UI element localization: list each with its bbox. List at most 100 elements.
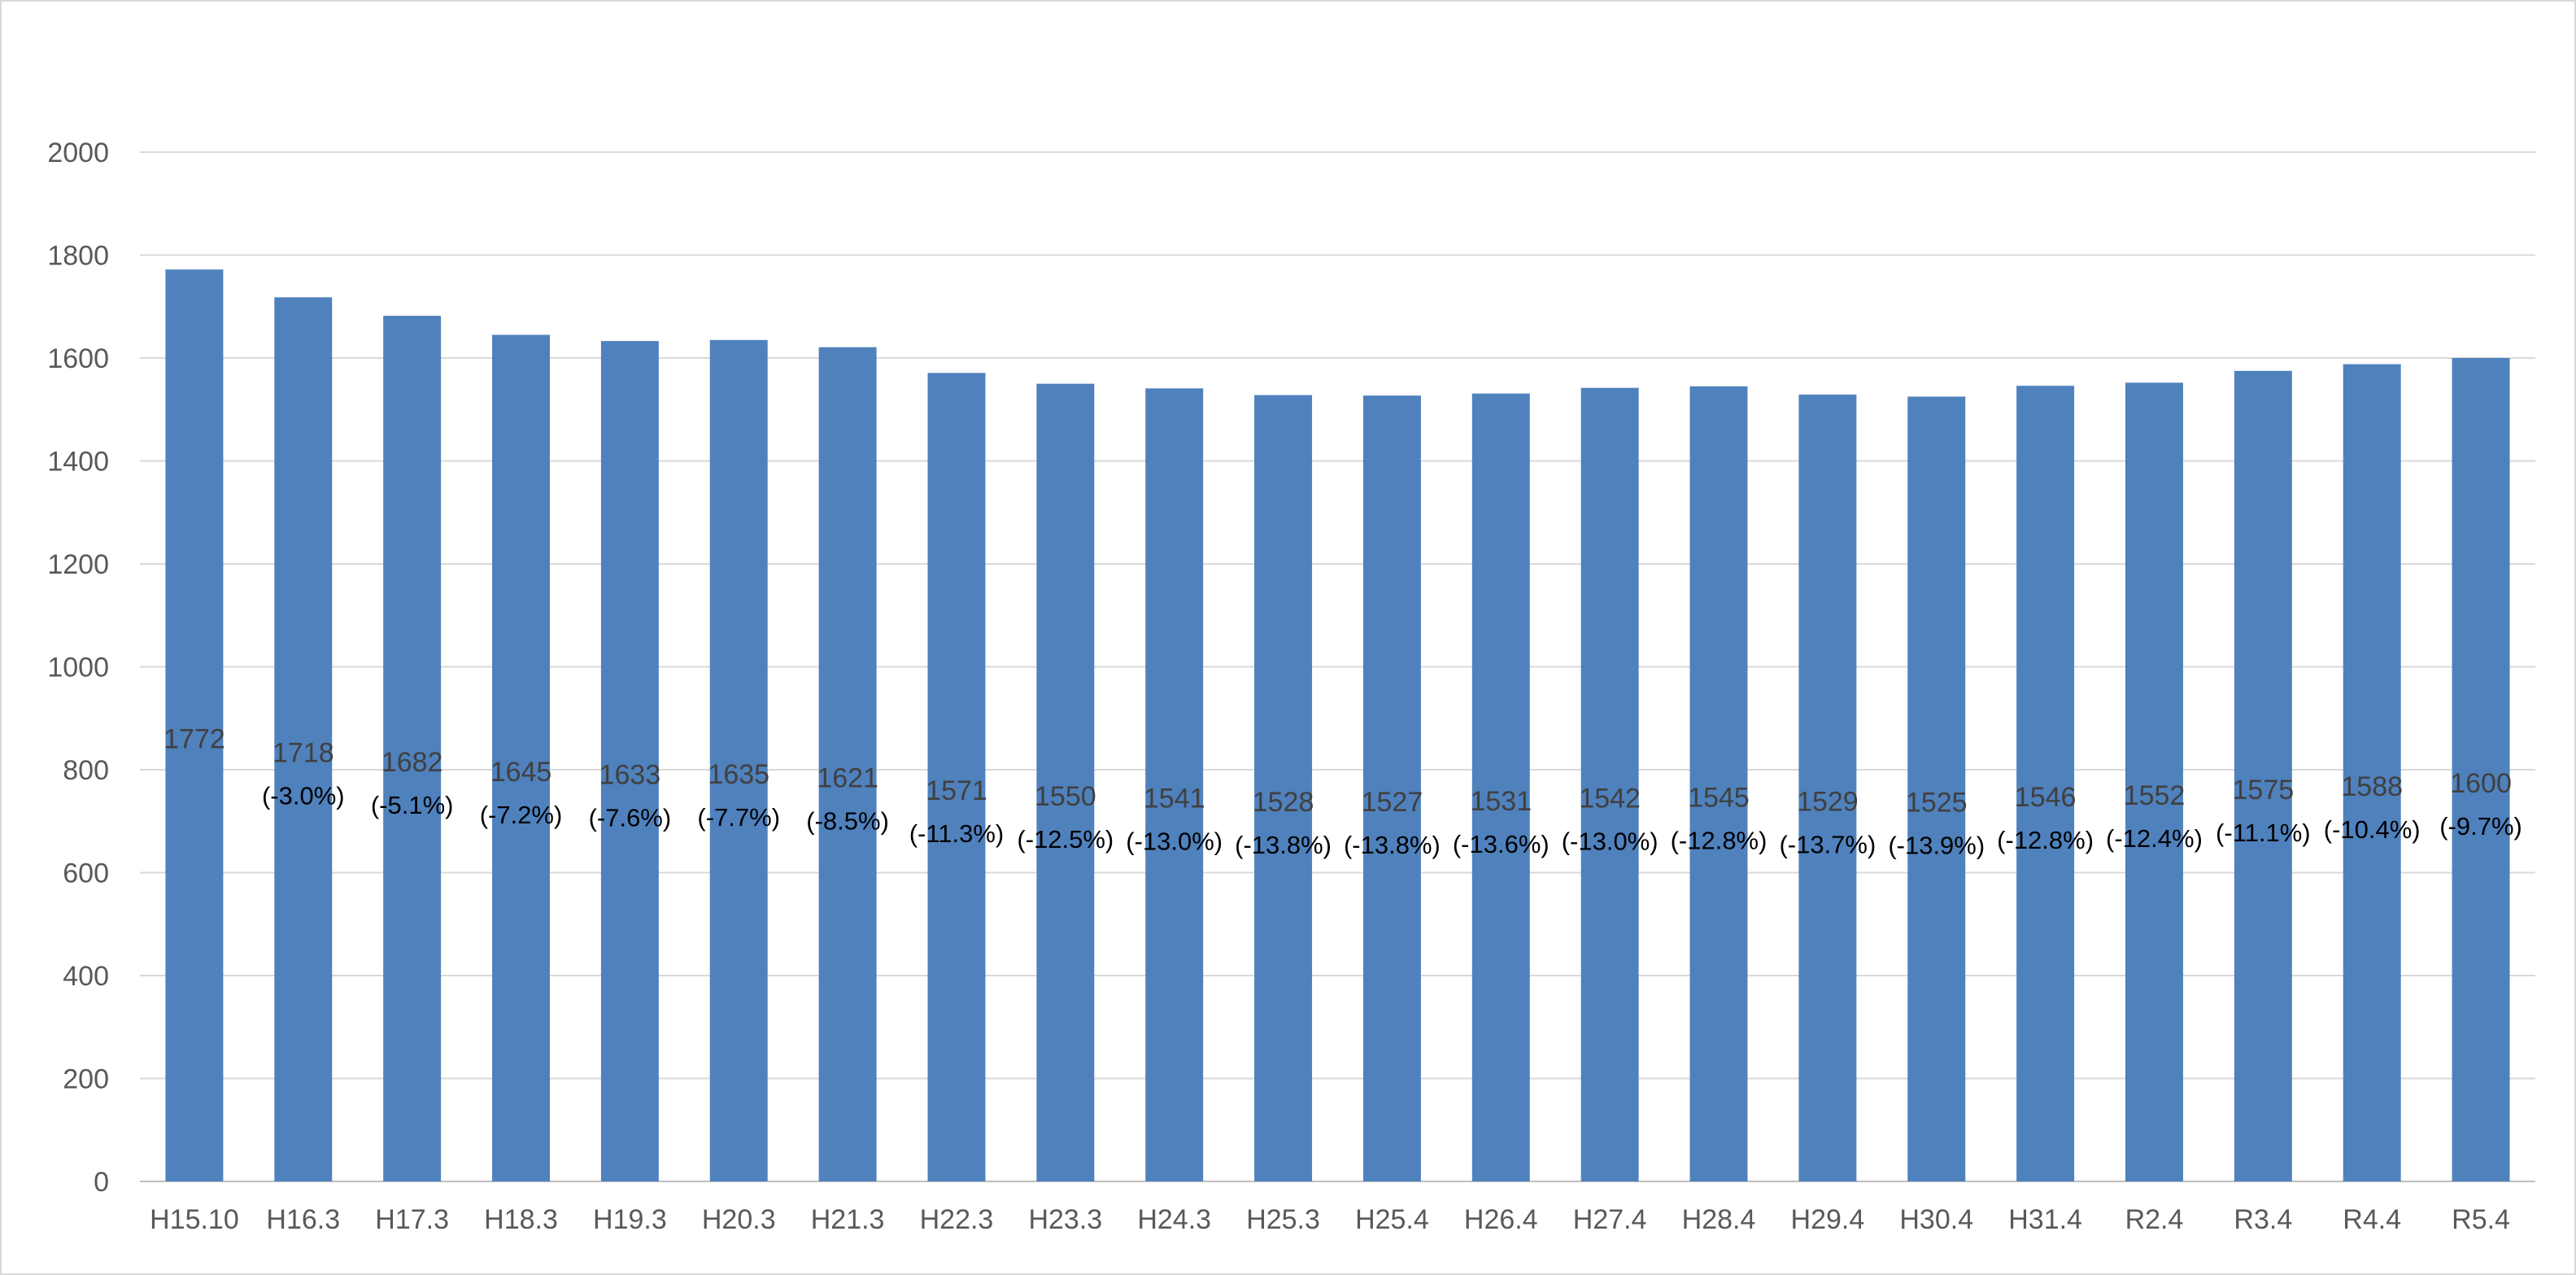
y-tick-label: 200 [63, 1064, 109, 1095]
x-tick-label: R3.4 [2234, 1204, 2292, 1235]
bar [2234, 370, 2292, 1181]
change-label: (-7.6%) [589, 804, 672, 832]
x-tick-label: H30.4 [1899, 1204, 1973, 1235]
bar [818, 347, 877, 1181]
bar [492, 334, 550, 1182]
change-label: (-11.3%) [909, 819, 1005, 848]
bar [709, 339, 768, 1181]
bar [274, 297, 333, 1181]
change-label: (-10.4%) [2324, 815, 2421, 844]
change-label: (-13.9%) [1888, 832, 1985, 860]
y-tick-label: 0 [94, 1167, 109, 1198]
value-label: 1542 [1579, 783, 1641, 814]
change-label: (-13.0%) [1562, 827, 1658, 855]
value-label: 1552 [2124, 780, 2186, 811]
bar [165, 269, 224, 1182]
bar [2452, 358, 2510, 1181]
value-label: 1682 [381, 747, 443, 778]
value-label: 1635 [708, 759, 769, 790]
bar [2016, 386, 2075, 1181]
change-label: (-13.6%) [1453, 830, 1550, 858]
bar [2125, 382, 2183, 1181]
y-tick-label: 1200 [47, 549, 109, 580]
bars [165, 269, 2510, 1182]
value-label: 1525 [1906, 788, 1968, 819]
bar [1471, 393, 1530, 1182]
value-label: 1529 [1797, 786, 1859, 817]
value-label: 1633 [599, 760, 661, 791]
change-label: (-12.8%) [1671, 826, 1767, 854]
change-label: (-12.8%) [1997, 826, 2094, 854]
bar [1362, 395, 1421, 1181]
data-labels: 1772 1718 (-3.0%) 1682 (-5.1%) 1645 (-7.2%) 163… [163, 724, 2522, 860]
value-label: 1541 [1144, 784, 1205, 814]
change-label: (-13.8%) [1344, 831, 1441, 859]
value-label: 1571 [926, 775, 987, 806]
value-label: 1645 [490, 757, 552, 788]
bar [1580, 387, 1639, 1181]
y-axis-ticks: 0 200 400 600 800 1000 1200 1400 1600 1800 2000 [47, 138, 109, 1198]
y-tick-label: 400 [63, 961, 109, 992]
x-tick-label: H28.4 [1682, 1204, 1756, 1235]
x-tick-label: H19.3 [593, 1204, 667, 1235]
x-tick-label: H20.3 [702, 1204, 776, 1235]
value-label: 1588 [2341, 771, 2403, 802]
value-label: 1545 [1688, 782, 1750, 813]
x-tick-label: H29.4 [1791, 1204, 1865, 1235]
value-label: 1718 [272, 738, 334, 769]
bar [2343, 364, 2401, 1182]
change-label: (-13.0%) [1126, 827, 1223, 856]
change-label: (-9.7%) [2439, 812, 2522, 841]
value-label: 1550 [1035, 781, 1096, 812]
bar [927, 373, 986, 1181]
x-axis-ticks: H15.10 H16.3 H17.3 H18.3 H19.3 H20.3 H21.3 H22.… [150, 1204, 2510, 1235]
value-label: 1528 [1253, 787, 1314, 818]
value-label: 1546 [2015, 782, 2077, 813]
x-tick-label: H17.3 [375, 1204, 449, 1235]
x-tick-label: H16.3 [266, 1204, 340, 1235]
x-tick-label: H18.3 [484, 1204, 558, 1235]
bar [383, 316, 442, 1181]
x-tick-label: H26.4 [1464, 1204, 1538, 1235]
y-tick-label: 800 [63, 755, 109, 786]
x-tick-label: R5.4 [2452, 1204, 2510, 1235]
value-label: 1531 [1470, 786, 1532, 817]
x-tick-label: H15.10 [150, 1204, 239, 1235]
bar [1254, 395, 1313, 1181]
bar [600, 341, 659, 1182]
value-label: 1527 [1362, 787, 1423, 818]
x-tick-label: H23.3 [1028, 1204, 1102, 1235]
x-tick-label: H31.4 [2008, 1204, 2082, 1235]
change-label: (-3.0%) [262, 782, 345, 810]
change-label: (-12.4%) [2106, 824, 2203, 853]
change-label: (-7.2%) [480, 801, 563, 829]
change-label: (-8.5%) [806, 806, 889, 835]
change-label: (-13.7%) [1779, 830, 1876, 858]
bar [1907, 396, 1966, 1181]
y-tick-label: 2000 [47, 138, 109, 168]
value-label: 1621 [817, 762, 878, 793]
x-tick-label: R4.4 [2343, 1204, 2401, 1235]
x-tick-label: H21.3 [811, 1204, 885, 1235]
change-label: (-5.1%) [371, 791, 454, 819]
change-label: (-13.8%) [1235, 831, 1332, 859]
bar [1689, 386, 1748, 1182]
x-tick-label: H25.3 [1246, 1204, 1320, 1235]
y-tick-label: 600 [63, 858, 109, 889]
bar [1145, 388, 1204, 1181]
x-tick-label: R2.4 [2125, 1204, 2184, 1235]
value-label: 1772 [163, 724, 225, 755]
x-tick-label: H25.4 [1355, 1204, 1429, 1235]
y-tick-label: 1000 [47, 653, 109, 683]
x-tick-label: H22.3 [920, 1204, 994, 1235]
change-label: (-12.5%) [1017, 825, 1114, 854]
value-label: 1575 [2233, 775, 2295, 806]
bar [1798, 394, 1857, 1182]
value-label: 1600 [2450, 768, 2512, 799]
y-tick-label: 1600 [47, 343, 109, 374]
x-tick-label: H24.3 [1137, 1204, 1211, 1235]
change-label: (-7.7%) [697, 803, 780, 832]
y-tick-label: 1400 [47, 447, 109, 478]
change-label: (-11.1%) [2216, 819, 2311, 847]
